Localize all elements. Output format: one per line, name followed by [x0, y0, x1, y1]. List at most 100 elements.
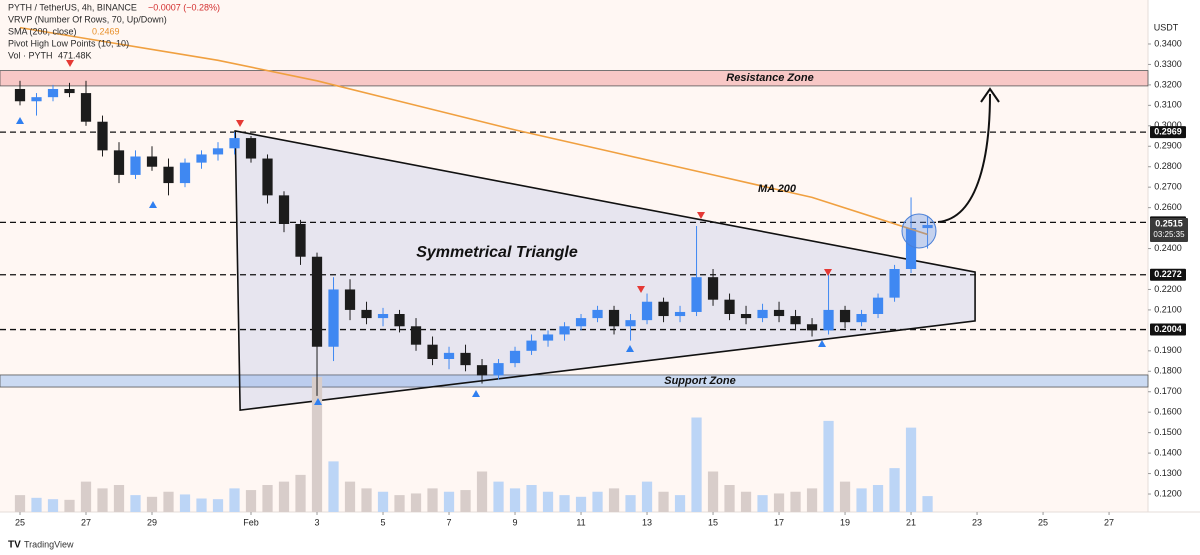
volume-bar — [278, 481, 290, 512]
ma-label: MA 200 — [758, 183, 797, 195]
volume-bar — [575, 496, 587, 512]
x-tick-label: 25 — [15, 517, 25, 527]
volume-bar — [427, 488, 438, 512]
level-label: 0.2272 — [1154, 269, 1182, 279]
candle-body — [608, 309, 620, 327]
volume-bar — [559, 495, 570, 512]
candle-body — [641, 301, 653, 321]
last-price-label: 0.2515 — [1155, 218, 1183, 228]
x-tick-label: 5 — [381, 517, 386, 527]
x-tick-label: 19 — [840, 517, 850, 527]
highlight-circle — [901, 213, 937, 249]
volume-bar — [146, 496, 158, 512]
volume-bar — [14, 495, 26, 512]
last-price-box — [1150, 218, 1188, 243]
y-tick-label: 0.3200 — [1154, 79, 1182, 89]
legend-vol: Vol · PYTH — [8, 50, 53, 60]
volume-bar — [31, 497, 42, 512]
candle-body — [790, 316, 801, 325]
candle-body — [493, 363, 504, 376]
candle-body — [625, 320, 636, 327]
candle-body — [658, 301, 669, 317]
candle-body — [344, 289, 356, 310]
volume-bar — [658, 491, 669, 512]
candle-body — [509, 350, 521, 364]
x-tick-label: 27 — [81, 517, 91, 527]
candle-body — [691, 277, 702, 312]
volume-bar — [328, 461, 339, 512]
pivot-low — [818, 340, 826, 347]
y-tick-label: 0.1700 — [1154, 386, 1182, 396]
volume-bar — [674, 495, 686, 512]
projection-arrow — [937, 93, 991, 223]
volume-bar — [394, 495, 405, 512]
x-tick-label: 21 — [906, 517, 916, 527]
volume-bar — [476, 471, 488, 512]
y-tick-label: 0.1200 — [1154, 488, 1182, 498]
legend: PYTH / TetherUS, 4h, BINANCE −0.0007 (−0… — [8, 2, 220, 60]
candle-body — [47, 88, 59, 98]
footer-text: TradingView — [24, 539, 74, 549]
candle-body — [245, 138, 257, 159]
candle-body — [97, 121, 108, 151]
x-tick-label: 7 — [447, 517, 452, 527]
volume-bar — [707, 471, 719, 512]
candle-body — [394, 314, 405, 327]
candle-body — [724, 299, 735, 315]
candle-body — [278, 195, 290, 224]
volume-bar — [344, 481, 356, 512]
resistance-zone-label: Resistance Zone — [726, 72, 813, 84]
pivot-high — [637, 286, 645, 293]
pivot-low — [149, 201, 157, 208]
volume-bar — [229, 488, 240, 512]
candle-body — [542, 334, 554, 341]
candle-body — [130, 156, 141, 175]
volume-bar — [872, 485, 884, 512]
y-tick-label: 0.3300 — [1154, 59, 1182, 69]
x-tick-label: 3 — [315, 517, 320, 527]
ma-line — [19, 26, 928, 236]
legend-sma: SMA (200, close) — [8, 26, 77, 36]
volume-bar — [740, 491, 752, 512]
candle-body — [740, 314, 752, 319]
arrow-head — [980, 87, 1000, 103]
volume-bar — [361, 488, 372, 512]
level-label: 0.2969 — [1154, 127, 1182, 137]
x-tick-label: 17 — [774, 517, 784, 527]
countdown-label: 03:25:35 — [1153, 230, 1185, 239]
candle-body — [905, 228, 917, 270]
volume-bar — [691, 417, 702, 512]
level-label-box — [1150, 268, 1186, 281]
pivot-low — [472, 390, 480, 397]
candle-body — [377, 314, 389, 319]
y-tick-label: 0.1400 — [1154, 447, 1182, 457]
y-tick-label: 0.1300 — [1154, 468, 1182, 478]
candle-body — [773, 309, 785, 317]
volume-bar — [641, 481, 653, 512]
pivot-low — [314, 398, 322, 405]
volume-bar — [856, 488, 867, 512]
candle-body — [80, 93, 92, 122]
volume-bar — [905, 427, 917, 512]
y-tick-label: 0.3000 — [1154, 120, 1182, 130]
y-tick-label: 0.2900 — [1154, 141, 1182, 151]
volume-bar — [839, 481, 851, 512]
x-tick-label: 23 — [972, 517, 982, 527]
volume-bar — [130, 495, 141, 512]
candle-body — [575, 318, 587, 327]
candle-body — [856, 314, 867, 323]
volume-bar — [295, 474, 306, 512]
volume-bar — [773, 493, 785, 512]
pivot-high — [66, 60, 74, 67]
volume-bar — [889, 468, 900, 512]
candle-body — [361, 309, 372, 319]
candle-body — [839, 309, 851, 323]
support-zone-label: Support Zone — [664, 375, 736, 387]
y-tick-label: 0.3100 — [1154, 100, 1182, 110]
x-tick-label: 29 — [147, 517, 157, 527]
volume-bar — [460, 490, 471, 512]
footer-logo: TV — [8, 540, 21, 551]
pivot-low — [16, 117, 24, 124]
legend-vrvp: VRVP (Number Of Rows, 70, Up/Down) — [8, 14, 167, 24]
candle-body — [146, 156, 158, 167]
